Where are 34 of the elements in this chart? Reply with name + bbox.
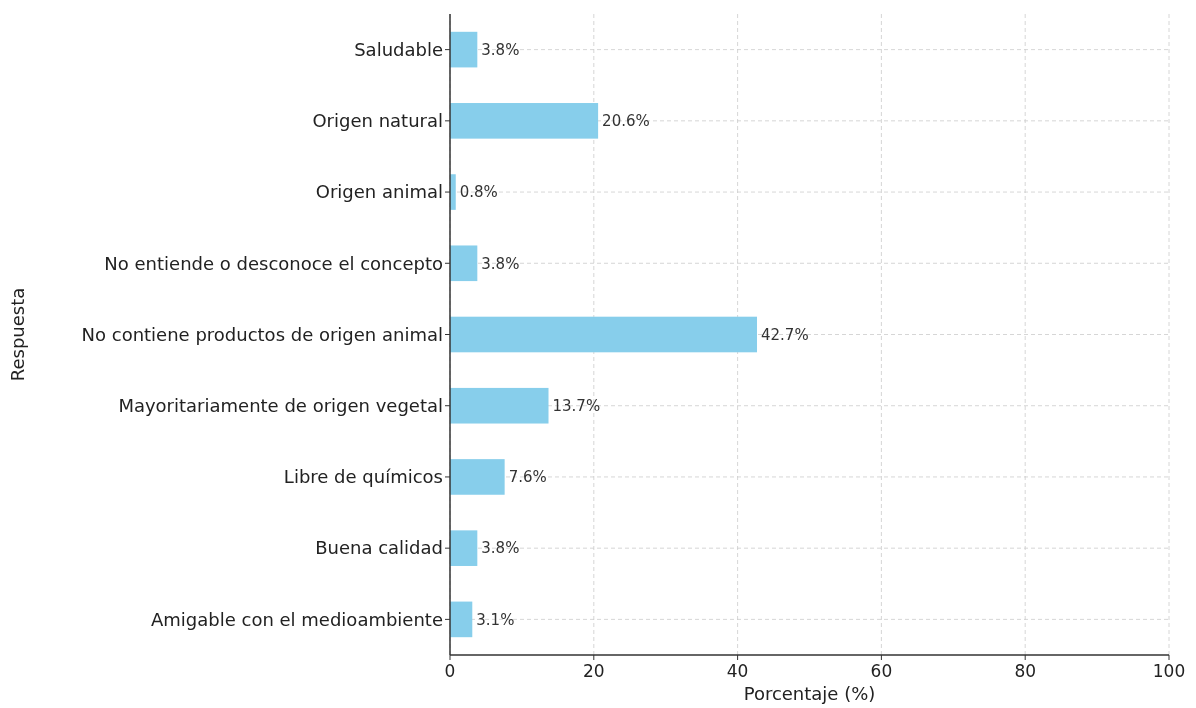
data-label: 3.8% (481, 40, 520, 59)
x-axis-title: Porcentaje (%) (743, 683, 876, 704)
data-label: 3.8% (481, 254, 520, 273)
bar (450, 387, 549, 424)
x-tick-label: 40 (726, 661, 749, 681)
data-label: 7.6% (508, 468, 547, 487)
y-tick-label: Libre de químicos (283, 466, 443, 488)
bar (450, 601, 473, 638)
y-tick-label: No contiene productos de origen animal (81, 323, 443, 345)
bar (450, 245, 478, 282)
y-tick-label: Amigable con el medioambiente (150, 608, 443, 630)
data-label: 0.8% (459, 183, 498, 202)
x-tick-label: 60 (870, 661, 893, 681)
x-tick-label: 80 (1014, 661, 1037, 681)
data-label: 3.1% (476, 610, 515, 629)
y-axis-title: Respuesta (7, 287, 28, 382)
y-tick-label: Origen animal (315, 181, 443, 203)
bar (450, 31, 478, 68)
x-tick-label: 20 (582, 661, 605, 681)
bar (450, 103, 599, 139)
data-label: 3.8% (481, 539, 520, 558)
y-tick-label: No entiende o desconoce el concepto (104, 252, 443, 274)
y-tick-label: Origen natural (312, 110, 443, 132)
y-tick-label: Buena calidad (315, 537, 443, 559)
bar (450, 459, 505, 495)
y-tick-label: Saludable (354, 38, 443, 60)
bar (450, 316, 758, 353)
data-label: 20.6% (602, 112, 650, 131)
x-tick-label: 100 (1152, 661, 1186, 681)
data-label: 13.7% (552, 396, 601, 415)
x-tick-label: 0 (444, 661, 456, 681)
data-label: 42.7% (761, 325, 809, 344)
bar (450, 530, 478, 566)
y-tick-label: Mayoritariamente de origen vegetal (118, 395, 443, 417)
